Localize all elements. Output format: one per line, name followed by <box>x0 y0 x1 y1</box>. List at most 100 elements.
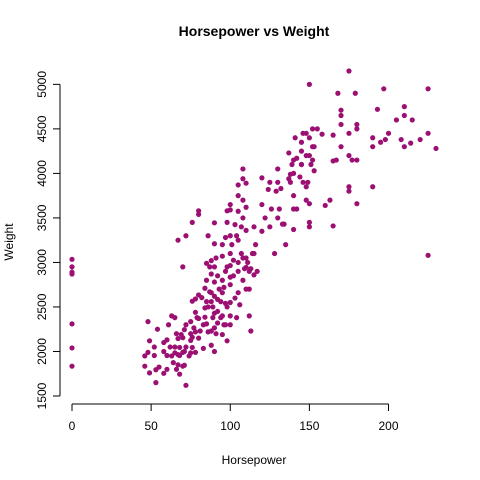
data-point <box>294 206 300 212</box>
data-point <box>200 345 206 351</box>
data-point <box>188 350 194 356</box>
data-point <box>273 188 279 194</box>
data-point <box>306 81 312 87</box>
data-point <box>370 144 376 150</box>
data-point <box>232 295 238 301</box>
data-point <box>219 242 225 248</box>
data-point <box>227 201 233 208</box>
data-point <box>240 166 246 172</box>
data-point <box>233 233 240 239</box>
y-axis-label: Weight <box>2 223 16 261</box>
data-point <box>227 207 233 213</box>
data-point <box>259 175 265 181</box>
y-tick-label: 5000 <box>35 71 49 98</box>
data-point <box>69 256 75 262</box>
data-point <box>275 179 281 185</box>
data-point <box>164 352 170 359</box>
data-point <box>210 304 216 310</box>
data-point <box>352 90 358 96</box>
data-point <box>275 166 281 172</box>
data-point <box>181 348 187 355</box>
data-point <box>208 342 214 348</box>
data-point <box>153 380 159 386</box>
data-point <box>311 144 317 150</box>
data-point <box>235 193 241 199</box>
data-point <box>227 313 233 319</box>
data-point <box>401 144 407 150</box>
data-point <box>248 328 254 334</box>
data-point <box>161 348 167 355</box>
data-point <box>173 366 180 372</box>
data-point <box>188 319 194 325</box>
data-point <box>259 201 265 208</box>
data-point <box>425 252 431 258</box>
data-point <box>203 260 210 266</box>
data-point <box>243 204 249 210</box>
data-point <box>181 327 187 333</box>
data-point <box>290 170 297 176</box>
data-point <box>213 331 219 337</box>
data-point <box>216 286 222 292</box>
data-point <box>219 331 225 338</box>
data-point <box>227 250 233 257</box>
data-point <box>222 234 229 241</box>
data-point <box>308 161 314 168</box>
data-point <box>330 132 336 138</box>
data-point <box>290 193 297 199</box>
data-point <box>289 161 295 168</box>
data-point <box>208 290 214 296</box>
data-point <box>196 315 202 322</box>
data-point <box>192 309 199 315</box>
data-point <box>164 337 170 343</box>
y-axis: 1500 2000 2500 3000 3500 4000 4500 5000 <box>35 71 61 409</box>
data-point <box>265 186 271 193</box>
data-point <box>287 179 293 185</box>
data-point <box>338 144 344 150</box>
data-point <box>215 273 221 279</box>
data-point <box>172 344 178 350</box>
data-point <box>235 290 241 296</box>
data-point <box>267 179 273 185</box>
data-point <box>227 233 233 239</box>
data-point <box>238 250 244 257</box>
data-point <box>203 299 210 305</box>
data-point <box>268 206 275 212</box>
data-point <box>235 182 241 188</box>
data-point <box>327 197 333 203</box>
data-point <box>338 112 344 119</box>
x-axis-label: Horsepower <box>222 453 287 467</box>
data-point <box>237 302 243 308</box>
data-point <box>154 326 161 332</box>
data-point <box>202 314 208 320</box>
data-point <box>238 224 244 230</box>
data-point <box>300 179 306 185</box>
data-point <box>151 344 157 350</box>
data-point <box>243 255 249 261</box>
data-point <box>243 227 249 233</box>
y-tick-label: 4500 <box>35 115 49 142</box>
data-point <box>346 184 352 190</box>
data-point <box>354 157 360 163</box>
data-point <box>211 264 218 270</box>
data-point <box>203 277 210 283</box>
data-point <box>211 241 218 247</box>
data-point <box>145 349 151 355</box>
data-point <box>69 271 75 277</box>
data-point <box>69 345 75 351</box>
y-tick-label: 3000 <box>35 249 49 276</box>
data-point <box>303 184 309 190</box>
data-point <box>235 259 241 266</box>
data-point <box>211 279 218 285</box>
data-point <box>311 168 317 174</box>
data-point <box>333 157 339 163</box>
data-point <box>381 86 387 92</box>
data-point <box>173 331 180 337</box>
data-point <box>222 322 229 328</box>
data-point <box>417 136 423 143</box>
data-point <box>251 224 257 230</box>
data-point <box>189 344 195 351</box>
data-point <box>354 201 360 207</box>
data-point <box>243 180 249 186</box>
data-point <box>354 121 360 128</box>
data-point <box>175 237 181 243</box>
